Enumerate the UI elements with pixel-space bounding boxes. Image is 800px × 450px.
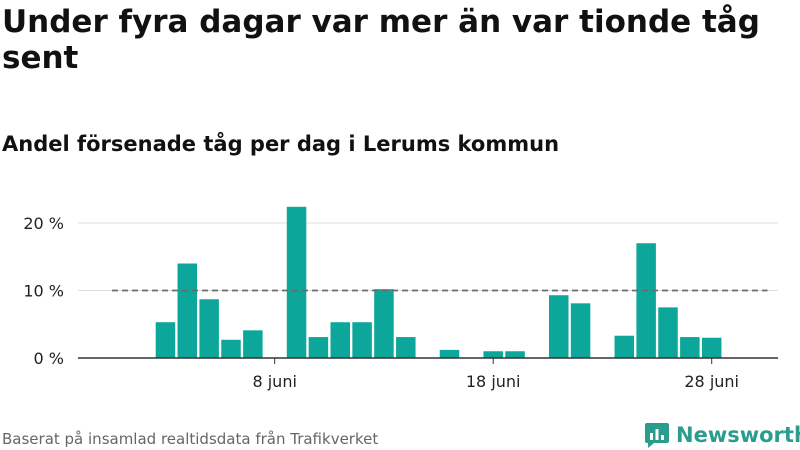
bar — [374, 289, 394, 358]
brand-logo: Newsworthy — [644, 420, 800, 450]
bar — [221, 339, 241, 358]
bar — [658, 307, 678, 358]
bar — [439, 349, 460, 358]
source-note: Baserat på insamlad realtidsdata från Tr… — [2, 430, 379, 448]
y-tick-label: 10 % — [23, 282, 64, 301]
bar — [396, 337, 416, 358]
brand-name: Newsworthy — [676, 423, 800, 447]
bar — [701, 337, 722, 358]
bar — [680, 337, 700, 358]
bar — [308, 337, 329, 358]
chart-title: Under fyra dagar var mer än var tionde t… — [2, 4, 760, 76]
bar — [177, 263, 198, 358]
bar — [286, 206, 307, 358]
bar — [483, 351, 503, 358]
chart-subtitle: Andel försenade tåg per dag i Lerums kom… — [2, 132, 560, 156]
bar — [505, 351, 525, 358]
x-tick-label: 8 juni — [252, 372, 296, 391]
bar — [614, 335, 635, 358]
bar — [352, 322, 372, 358]
bar — [570, 303, 591, 358]
y-tick-label: 20 % — [23, 214, 64, 233]
y-tick-label: 0 % — [34, 349, 64, 368]
bar — [243, 330, 263, 358]
x-tick-label: 28 juni — [684, 372, 739, 391]
bar — [330, 322, 350, 358]
bar — [549, 295, 569, 358]
x-tick-label: 18 juni — [466, 372, 521, 391]
bar — [155, 322, 176, 358]
bar — [199, 299, 219, 358]
bar — [636, 243, 656, 358]
newsworthy-logo-icon — [645, 423, 669, 448]
